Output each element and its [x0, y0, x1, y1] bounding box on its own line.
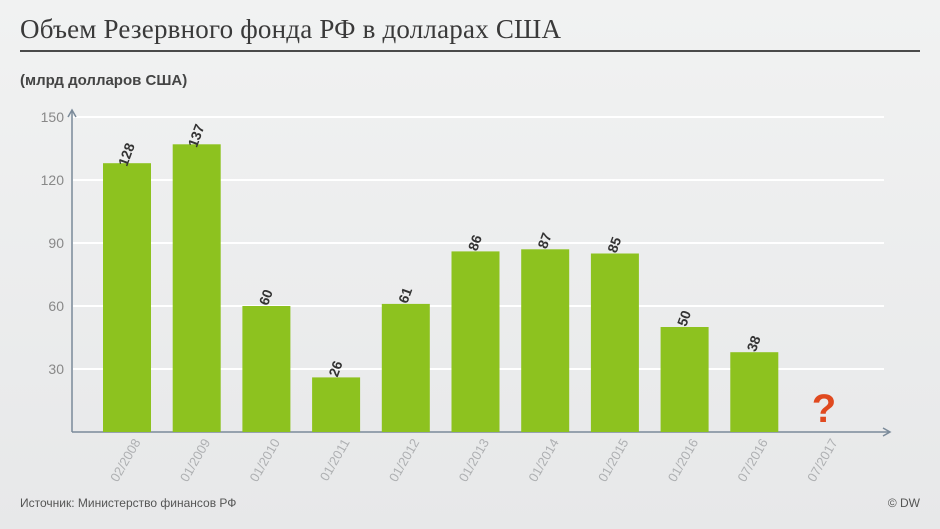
x-tick-label: 07/2016: [734, 436, 770, 484]
x-tick-label: 01/2012: [386, 436, 422, 484]
bar: [172, 144, 221, 433]
source-note: Источник: Министерство финансов РФ: [20, 496, 237, 510]
x-tick-label: 01/2010: [247, 436, 283, 484]
bar: [730, 352, 779, 432]
bar: [242, 306, 291, 432]
x-tick-label: 01/2016: [665, 436, 701, 484]
data-label: 61: [395, 285, 415, 305]
x-tick-label: 01/2013: [456, 436, 492, 484]
y-tick-label: 90: [48, 235, 64, 251]
y-tick-label: 150: [41, 109, 65, 125]
x-tick-label: 01/2009: [177, 436, 213, 484]
bar: [660, 327, 709, 432]
data-label: 128: [115, 141, 138, 169]
question-mark-annotation: ?: [812, 387, 836, 431]
x-tick-label: 02/2008: [107, 436, 143, 484]
x-tick-label: 01/2015: [595, 436, 631, 484]
data-label: 50: [674, 308, 694, 328]
data-label: 38: [743, 333, 763, 353]
data-label: 137: [184, 122, 207, 150]
bar: [103, 163, 151, 432]
data-label: 60: [256, 287, 276, 307]
data-label: 26: [325, 358, 345, 378]
data-label: 86: [465, 232, 485, 252]
x-axis-arrow: [882, 427, 892, 437]
y-axis-arrow: [67, 108, 77, 118]
x-tick-label: 01/2011: [317, 436, 353, 483]
y-tick-label: 30: [48, 361, 64, 377]
chart-title: Объем Резервного фонда РФ в долларах США: [20, 14, 562, 44]
title-divider: [20, 50, 920, 52]
bar: [381, 303, 430, 432]
unit-label: (млрд долларов США): [20, 72, 188, 89]
bar: [312, 377, 361, 432]
y-tick-label: 120: [41, 172, 65, 188]
bar: [590, 253, 639, 432]
bar: [521, 249, 570, 432]
x-tick-label: 01/2014: [525, 436, 561, 484]
bar: [451, 251, 500, 432]
data-label: 87: [534, 230, 554, 250]
x-tick-label: 07/2017: [804, 436, 840, 484]
copyright-label: © DW: [887, 496, 920, 510]
y-tick-label: 60: [48, 298, 64, 314]
data-label: 85: [604, 235, 624, 255]
